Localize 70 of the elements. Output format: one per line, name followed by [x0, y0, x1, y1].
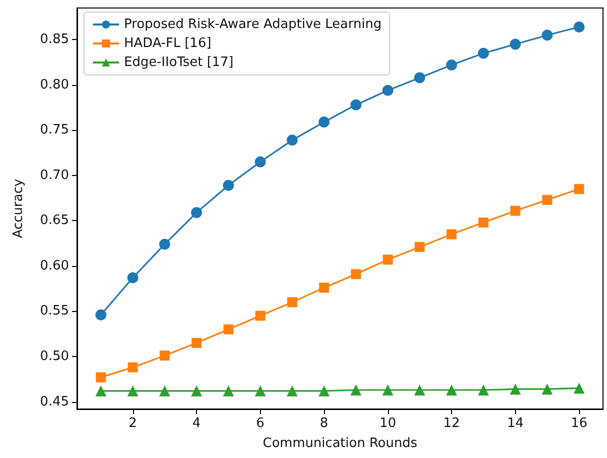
x-tick-label: 6	[256, 416, 264, 431]
point	[286, 134, 298, 146]
x-tick-label: 10	[380, 416, 396, 431]
point	[350, 99, 362, 110]
point	[159, 238, 170, 250]
x-tick-label: 16	[570, 416, 588, 431]
y-tick-label: 0.50	[40, 349, 69, 364]
point	[191, 385, 202, 396]
y-tick-label: 0.45	[40, 394, 69, 410]
x-tick-label: 4	[192, 416, 201, 431]
y-tick-label: 0.75	[40, 122, 69, 138]
y-tick-label: 0.70	[40, 168, 69, 183]
point	[286, 385, 298, 396]
point	[446, 229, 457, 240]
x-tick-label: 8	[320, 416, 328, 431]
y-tick-label: 0.60	[40, 258, 69, 274]
point	[542, 194, 552, 205]
point	[223, 324, 234, 334]
point	[574, 22, 585, 33]
point	[382, 254, 393, 265]
point	[160, 350, 170, 361]
legend-label: Proposed Risk-Aware Adaptive Learning	[124, 17, 382, 32]
x-axis-title: Communication Rounds	[262, 436, 418, 451]
point	[128, 362, 138, 372]
point	[414, 242, 425, 252]
legend-label: HADA-FL [16]	[124, 36, 212, 51]
point	[127, 272, 138, 284]
point	[510, 384, 521, 395]
point	[192, 338, 202, 348]
point	[159, 385, 170, 396]
point	[446, 384, 458, 396]
y-axis-title: Accuracy	[11, 178, 26, 238]
point	[95, 385, 106, 396]
point	[254, 385, 266, 396]
point	[414, 72, 426, 84]
point	[510, 206, 520, 216]
point	[95, 309, 106, 320]
point	[255, 310, 266, 321]
point	[350, 384, 362, 396]
point	[318, 385, 330, 396]
point	[382, 384, 394, 396]
point	[542, 30, 553, 41]
y-tick-label: 0.80	[40, 77, 69, 92]
point	[287, 297, 298, 308]
point	[510, 38, 521, 50]
point	[414, 384, 426, 396]
point	[574, 184, 584, 194]
y-tick-label: 0.85	[40, 32, 69, 48]
point	[191, 207, 202, 218]
point	[222, 385, 234, 396]
point	[319, 282, 330, 293]
point	[542, 384, 553, 395]
point	[478, 384, 489, 396]
point	[127, 385, 138, 396]
point	[254, 156, 266, 168]
point	[382, 84, 394, 96]
point	[222, 180, 234, 191]
x-tick-label: 14	[507, 416, 524, 431]
point	[96, 372, 106, 382]
x-tick-label: 2	[128, 416, 137, 431]
point	[318, 116, 330, 128]
point	[478, 48, 489, 59]
y-tick-label: 0.55	[40, 304, 69, 319]
point	[478, 218, 488, 228]
point	[574, 382, 585, 394]
point	[350, 269, 361, 280]
legend-label: Edge-IIoTset [17]	[124, 55, 234, 70]
x-tick-label: 12	[443, 416, 460, 431]
y-tick-label: 0.65	[40, 213, 69, 228]
point	[446, 60, 458, 71]
